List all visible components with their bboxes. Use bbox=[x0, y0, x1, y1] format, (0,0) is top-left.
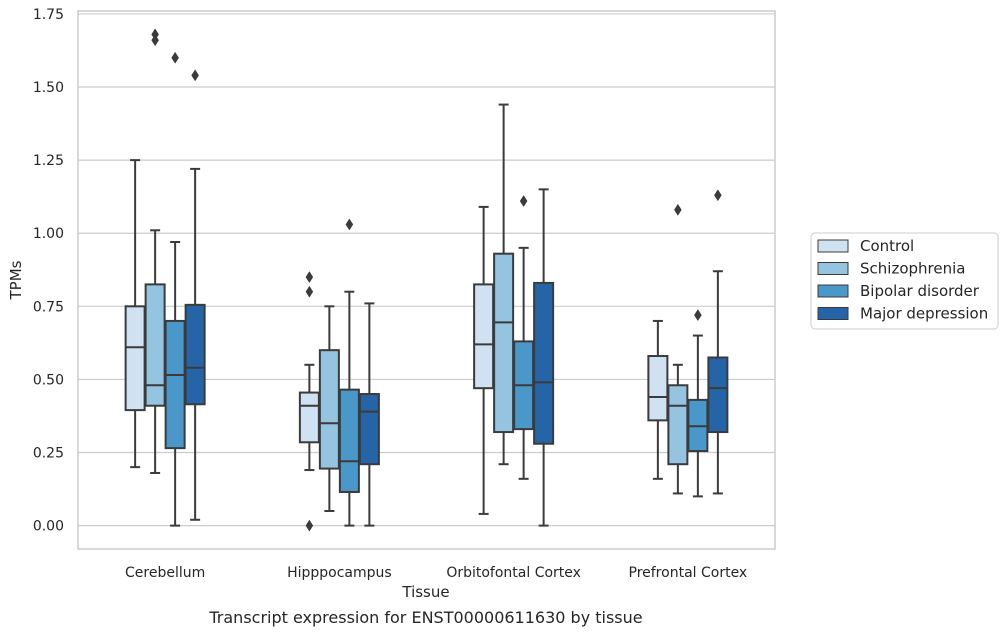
box-iqr bbox=[493, 252, 515, 434]
x-tick-label: Cerebellum bbox=[125, 565, 205, 581]
box-control bbox=[647, 319, 669, 480]
legend-swatch bbox=[817, 262, 849, 275]
outlier-point bbox=[305, 519, 314, 532]
box-iqr bbox=[298, 391, 320, 444]
box-major-depression bbox=[533, 188, 555, 527]
box-bipolar-disorder bbox=[513, 195, 535, 480]
legend-swatch bbox=[817, 284, 849, 298]
legend-label: Schizophrenia bbox=[860, 260, 965, 278]
outlier-point bbox=[305, 271, 314, 284]
x-axis-label: Tissue bbox=[401, 583, 449, 601]
box-schizophrenia bbox=[667, 203, 689, 495]
legend-label: Control bbox=[860, 237, 914, 255]
box-bipolar-disorder bbox=[338, 218, 360, 527]
box-iqr bbox=[164, 319, 186, 450]
box-major-depression bbox=[358, 302, 380, 527]
outlier-point bbox=[191, 69, 199, 82]
y-tick-label: 1.25 bbox=[33, 153, 64, 169]
outlier-point bbox=[694, 309, 702, 322]
x-tick-label: Orbitofontal Cortex bbox=[446, 565, 581, 581]
legend-label: Bipolar disorder bbox=[860, 282, 980, 300]
y-tick-label: 1.00 bbox=[33, 226, 64, 242]
legend-frame bbox=[810, 232, 999, 330]
legend-swatch bbox=[817, 239, 849, 253]
box-schizophrenia bbox=[144, 28, 166, 474]
y-tick-label: 0.75 bbox=[33, 299, 64, 315]
outlier-point bbox=[151, 34, 159, 47]
box-major-depression bbox=[707, 189, 729, 495]
box-iqr bbox=[318, 349, 340, 470]
outlier-point bbox=[171, 51, 179, 64]
boxes bbox=[124, 28, 729, 532]
legend-swatch bbox=[817, 307, 849, 320]
legend: Control Schizophrenia Bipolar disorder Majo… bbox=[810, 232, 999, 330]
box-iqr bbox=[533, 281, 555, 445]
y-axis-ticks: 0.00 0.25 0.50 0.75 1.00 1.25 1.50 1.75 bbox=[33, 7, 64, 535]
y-tick-label: 0.50 bbox=[33, 372, 64, 388]
outlier-point bbox=[674, 203, 682, 216]
box-iqr bbox=[358, 393, 380, 466]
box-iqr bbox=[338, 388, 360, 493]
outlier-point bbox=[714, 189, 722, 202]
y-tick-label: 0.25 bbox=[33, 446, 64, 462]
y-tick-label: 0.00 bbox=[33, 519, 64, 535]
y-tick-label: 1.75 bbox=[33, 7, 64, 23]
outlier-point bbox=[519, 195, 528, 208]
box-major-depression bbox=[184, 69, 206, 521]
box-bipolar-disorder bbox=[687, 309, 709, 498]
plot-area-frame bbox=[77, 10, 776, 550]
box-schizophrenia bbox=[493, 103, 515, 466]
box-iqr bbox=[473, 283, 495, 390]
box-iqr bbox=[667, 384, 689, 466]
box-bipolar-disorder bbox=[164, 51, 186, 527]
box-iqr bbox=[144, 283, 166, 407]
x-axis-ticks: Cerebellum Hipppocampus Orbitofontal Corte… bbox=[125, 565, 747, 581]
x-tick-label: Prefrontal Cortex bbox=[629, 565, 748, 581]
outlier-point bbox=[305, 285, 314, 298]
box-iqr bbox=[647, 355, 669, 422]
box-control bbox=[298, 271, 320, 532]
x-tick-label: Hipppocampus bbox=[287, 565, 392, 581]
box-control bbox=[473, 205, 495, 515]
box-schizophrenia bbox=[318, 305, 340, 512]
box-iqr bbox=[124, 305, 146, 412]
box-iqr bbox=[707, 356, 729, 434]
box-control bbox=[124, 159, 146, 469]
box-iqr bbox=[184, 303, 206, 406]
y-axis-label: TPMs bbox=[7, 260, 25, 300]
outlier-point bbox=[345, 218, 354, 231]
legend-label: Major depression bbox=[860, 305, 988, 323]
chart-caption: Transcript expression for ENST0000061163… bbox=[208, 608, 642, 627]
y-tick-label: 1.50 bbox=[33, 80, 64, 96]
